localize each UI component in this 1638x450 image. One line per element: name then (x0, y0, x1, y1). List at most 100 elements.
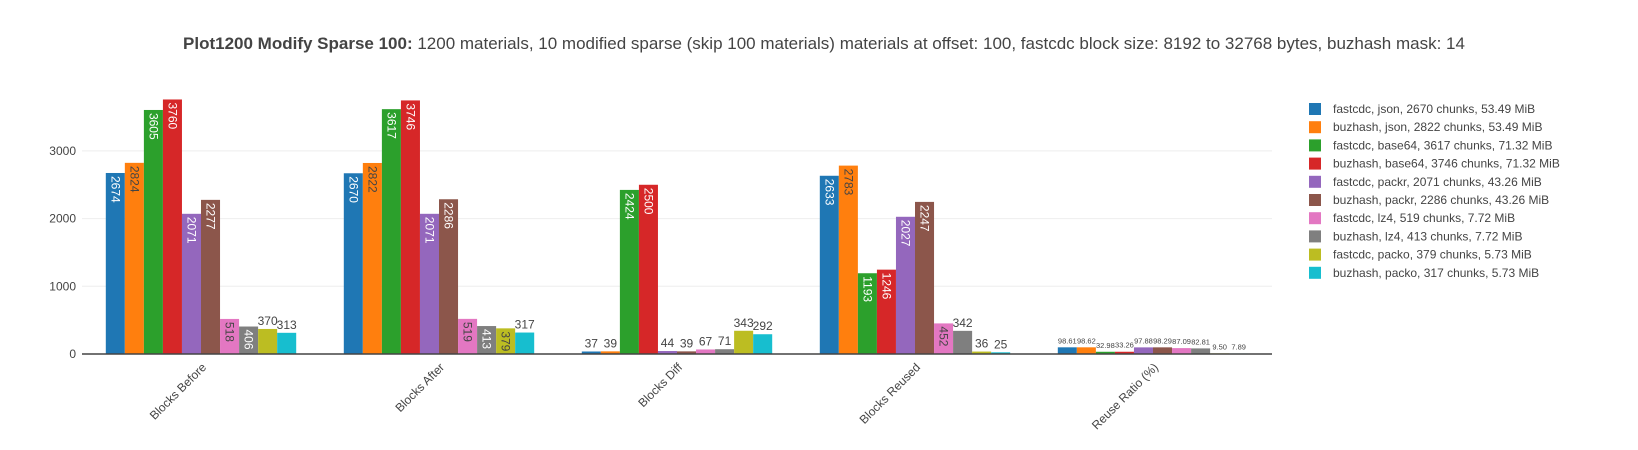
bar-value-label: 1246 (879, 273, 893, 300)
legend-label: buzhash, base64, 3746 chunks, 71.32 MiB (1333, 157, 1560, 171)
bar (400, 100, 420, 354)
bar (895, 216, 915, 354)
bar-value-label: 9.50 (1212, 342, 1227, 351)
bar-value-label: 342 (953, 316, 973, 330)
legend[interactable]: fastcdc, json, 2670 chunks, 53.49 MiB buz… (1309, 102, 1560, 280)
bar-value-label: 3746 (403, 103, 417, 130)
y-axis-ticks: 0 1000 2000 3000 (49, 144, 76, 361)
bar-value-label: 519 (461, 322, 475, 342)
bar (277, 332, 297, 354)
x-category-label: Blocks Diff (635, 360, 685, 410)
bar-value-label: 2674 (108, 176, 122, 203)
bar-value-label: 98.62 (1077, 336, 1096, 345)
bar (991, 352, 1011, 354)
bar-value-label: 3617 (384, 112, 398, 139)
bar-value-label: 98.29 (1153, 336, 1172, 345)
bar-value-label: 2027 (898, 220, 912, 247)
legend-item[interactable]: buzhash, base64, 3746 chunks, 71.32 MiB (1309, 157, 1560, 171)
bar-value-label: 25 (994, 337, 1008, 351)
bar-labels: 2674 2670 37 2633 98.61 2824 2822 39 2783 98.62 36… (108, 102, 1246, 351)
x-category-label: Blocks Reused (857, 360, 924, 427)
bar-value-label: 2247 (918, 205, 932, 232)
bar (239, 326, 259, 354)
legend-label: buzhash, packr, 2286 chunks, 43.26 MiB (1333, 193, 1549, 207)
legend-item[interactable]: fastcdc, json, 2670 chunks, 53.49 MiB (1309, 102, 1535, 116)
bar (857, 273, 877, 354)
bar (753, 334, 773, 354)
bar-value-label: 2822 (365, 166, 379, 193)
bar (1076, 347, 1096, 354)
bar (1057, 347, 1077, 354)
bar-value-label: 379 (499, 331, 513, 351)
legend-swatch (1309, 230, 1321, 243)
bar-value-label: 313 (277, 318, 297, 332)
bar (734, 330, 754, 354)
bar-value-label: 343 (734, 316, 754, 330)
bar (1172, 348, 1192, 354)
legend-swatch (1309, 266, 1321, 279)
legend-item[interactable]: fastcdc, packo, 379 chunks, 5.73 MiB (1309, 248, 1532, 262)
bar-value-label: 82.81 (1191, 337, 1210, 346)
bar (657, 351, 677, 354)
legend-item[interactable]: buzhash, json, 2822 chunks, 53.49 MiB (1309, 120, 1542, 134)
bar-value-label: 36 (975, 337, 989, 351)
bar-value-label: 2783 (841, 169, 855, 196)
y-tick-label: 1000 (49, 279, 76, 293)
legend-item[interactable]: buzhash, packr, 2286 chunks, 43.26 MiB (1309, 193, 1549, 207)
bar (515, 332, 535, 354)
bar (362, 162, 382, 354)
legend-label: fastcdc, packo, 379 chunks, 5.73 MiB (1333, 248, 1532, 262)
x-category-label: Reuse Ratio (%) (1089, 360, 1161, 432)
bar-value-label: 39 (604, 336, 618, 350)
bars (105, 99, 1249, 354)
legend-swatch (1309, 139, 1321, 152)
legend-item[interactable]: fastcdc, packr, 2071 chunks, 43.26 MiB (1309, 175, 1542, 189)
bar-value-label: 2071 (422, 217, 436, 244)
bar (181, 213, 201, 354)
bar (343, 173, 363, 354)
legend-item[interactable]: fastcdc, lz4, 519 chunks, 7.72 MiB (1309, 211, 1515, 225)
bar-value-label: 292 (753, 319, 773, 333)
bar-value-label: 2424 (622, 193, 636, 220)
bar (439, 199, 459, 354)
y-tick-label: 2000 (49, 212, 76, 226)
category-labels: Blocks Before Blocks After Blocks Diff Bloc… (147, 360, 1161, 433)
bar (819, 175, 839, 354)
y-tick-label: 3000 (49, 144, 76, 158)
bar (220, 318, 240, 354)
legend-label: buzhash, json, 2822 chunks, 53.49 MiB (1333, 120, 1542, 134)
bar (477, 326, 497, 354)
bar (600, 351, 620, 354)
legend-item[interactable]: fastcdc, base64, 3617 chunks, 71.32 MiB (1309, 138, 1552, 152)
legend-swatch (1309, 194, 1321, 206)
y-tick-label: 0 (69, 347, 76, 361)
bar (934, 323, 954, 354)
legend-label: fastcdc, lz4, 519 chunks, 7.72 MiB (1333, 211, 1515, 225)
bar (1191, 348, 1211, 354)
legend-swatch (1309, 157, 1321, 170)
bar-value-label: 67 (699, 334, 713, 348)
bar-value-label: 37 (585, 336, 599, 350)
grid-lines (82, 150, 1272, 287)
legend-label: fastcdc, packr, 2071 chunks, 43.26 MiB (1333, 175, 1542, 189)
bar-value-label: 71 (718, 334, 732, 348)
bar-value-label: 370 (258, 314, 278, 328)
bar (638, 184, 658, 354)
bar-value-label: 44 (661, 336, 675, 350)
bar-value-label: 413 (480, 329, 494, 349)
bar-value-label: 2286 (442, 202, 456, 229)
bar (581, 351, 601, 354)
bar-value-label: 87.09 (1172, 337, 1191, 346)
legend-item[interactable]: buzhash, packo, 317 chunks, 5.73 MiB (1309, 266, 1539, 280)
bar (381, 109, 401, 354)
bar-value-label: 2071 (184, 217, 198, 244)
bar (496, 328, 516, 354)
legend-item[interactable]: buzhash, lz4, 413 chunks, 7.72 MiB (1309, 229, 1522, 243)
legend-swatch (1309, 121, 1321, 134)
bar (201, 199, 221, 354)
legend-label: fastcdc, json, 2670 chunks, 53.49 MiB (1333, 102, 1535, 116)
bar-value-label: 2670 (346, 176, 360, 203)
bar-value-label: 33.26 (1115, 341, 1134, 350)
bar (696, 349, 716, 354)
bar (458, 318, 478, 354)
